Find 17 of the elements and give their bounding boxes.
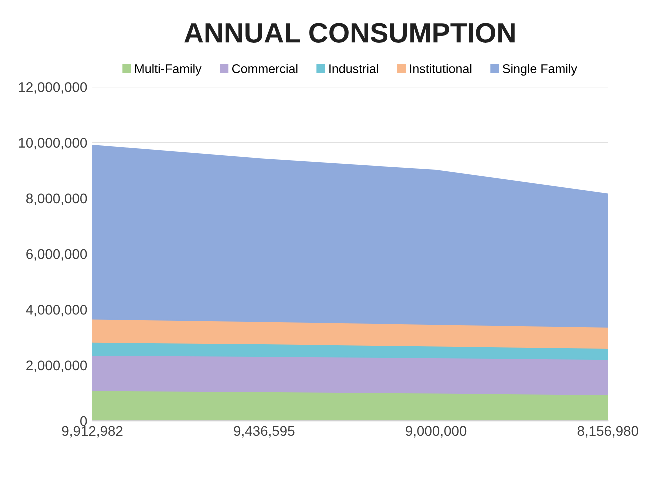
y-tick-label: 12,000,000 (19, 82, 88, 94)
legend-label: Single Family (503, 64, 578, 76)
legend-label: Industrial (330, 64, 378, 74)
x-tick-label: 8,156,980 (578, 426, 638, 438)
legend-label: Multi-Family (135, 64, 202, 76)
y-tick-label: 0 (80, 416, 88, 426)
y-tick-label: 4,000,000 (26, 305, 88, 317)
x-tick-label: 9,436,595 (234, 426, 295, 438)
y-tick-label: 6,000,000 (26, 249, 88, 261)
y-tick-label: 2,000,000 (26, 360, 88, 372)
legend-label: Institutional (410, 64, 472, 74)
legend-label: Commercial (232, 64, 298, 74)
y-tick-label: 8,000,000 (26, 194, 88, 206)
chart-title: ANNUAL CONSUMPTION (184, 23, 515, 43)
x-tick-label: 9,000,000 (406, 426, 467, 438)
x-tick-label: 9,912,982 (62, 426, 123, 438)
y-tick-label: 10,000,000 (19, 138, 88, 150)
